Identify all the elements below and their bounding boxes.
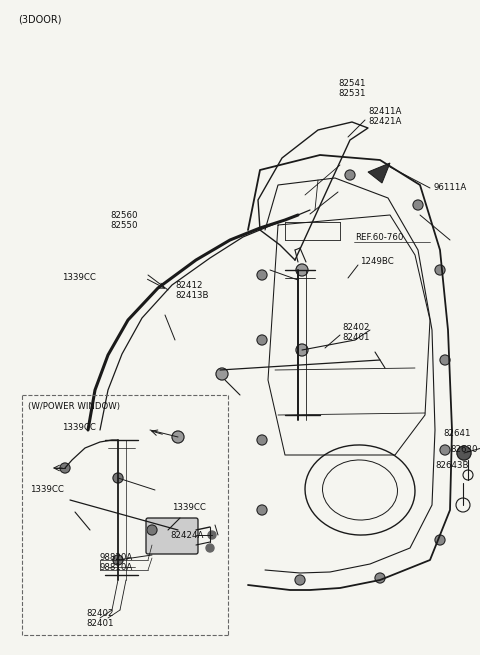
- Circle shape: [113, 555, 123, 565]
- Circle shape: [206, 544, 214, 552]
- Text: 82401: 82401: [342, 333, 370, 343]
- Circle shape: [375, 573, 385, 583]
- Circle shape: [257, 505, 267, 515]
- Text: 82550: 82550: [110, 221, 137, 229]
- Circle shape: [216, 368, 228, 380]
- Text: REF.60-760: REF.60-760: [355, 233, 403, 242]
- Polygon shape: [368, 163, 390, 183]
- Text: (W/POWER WINDOW): (W/POWER WINDOW): [28, 402, 120, 411]
- Circle shape: [172, 431, 184, 443]
- Circle shape: [345, 170, 355, 180]
- FancyBboxPatch shape: [146, 518, 198, 554]
- Text: 82531: 82531: [338, 90, 365, 98]
- Text: 82560: 82560: [110, 210, 137, 219]
- Text: 82412: 82412: [175, 280, 203, 290]
- Text: 82630: 82630: [450, 445, 478, 455]
- Circle shape: [413, 200, 423, 210]
- Circle shape: [295, 575, 305, 585]
- Text: 98820A: 98820A: [100, 553, 133, 561]
- Circle shape: [435, 265, 445, 275]
- Circle shape: [296, 344, 308, 356]
- Text: 1339CC: 1339CC: [62, 424, 96, 432]
- Text: 1339CC: 1339CC: [62, 274, 96, 282]
- Text: 82641: 82641: [443, 428, 470, 438]
- Circle shape: [257, 435, 267, 445]
- Circle shape: [440, 445, 450, 455]
- Text: (3DOOR): (3DOOR): [18, 15, 61, 25]
- Circle shape: [147, 525, 157, 535]
- Text: 82541: 82541: [338, 79, 365, 88]
- Circle shape: [257, 335, 267, 345]
- Circle shape: [457, 446, 471, 460]
- Text: 96111A: 96111A: [433, 183, 466, 193]
- Text: 1339CC: 1339CC: [30, 485, 64, 495]
- Text: 82411A: 82411A: [368, 107, 401, 117]
- Text: 82402: 82402: [342, 324, 370, 333]
- Text: 82643B: 82643B: [435, 460, 468, 470]
- Text: 98810A: 98810A: [100, 563, 133, 572]
- Text: 1339CC: 1339CC: [172, 502, 206, 512]
- Circle shape: [113, 473, 123, 483]
- Text: 82424A: 82424A: [170, 531, 204, 540]
- Circle shape: [208, 531, 216, 539]
- Text: 1249BC: 1249BC: [360, 257, 394, 267]
- Circle shape: [257, 270, 267, 280]
- Circle shape: [440, 355, 450, 365]
- Text: 82421A: 82421A: [368, 117, 401, 126]
- Circle shape: [435, 535, 445, 545]
- Text: 82402: 82402: [86, 608, 113, 618]
- Circle shape: [296, 264, 308, 276]
- Text: 82413B: 82413B: [175, 291, 208, 299]
- Circle shape: [60, 463, 70, 473]
- Text: 82401: 82401: [86, 618, 113, 627]
